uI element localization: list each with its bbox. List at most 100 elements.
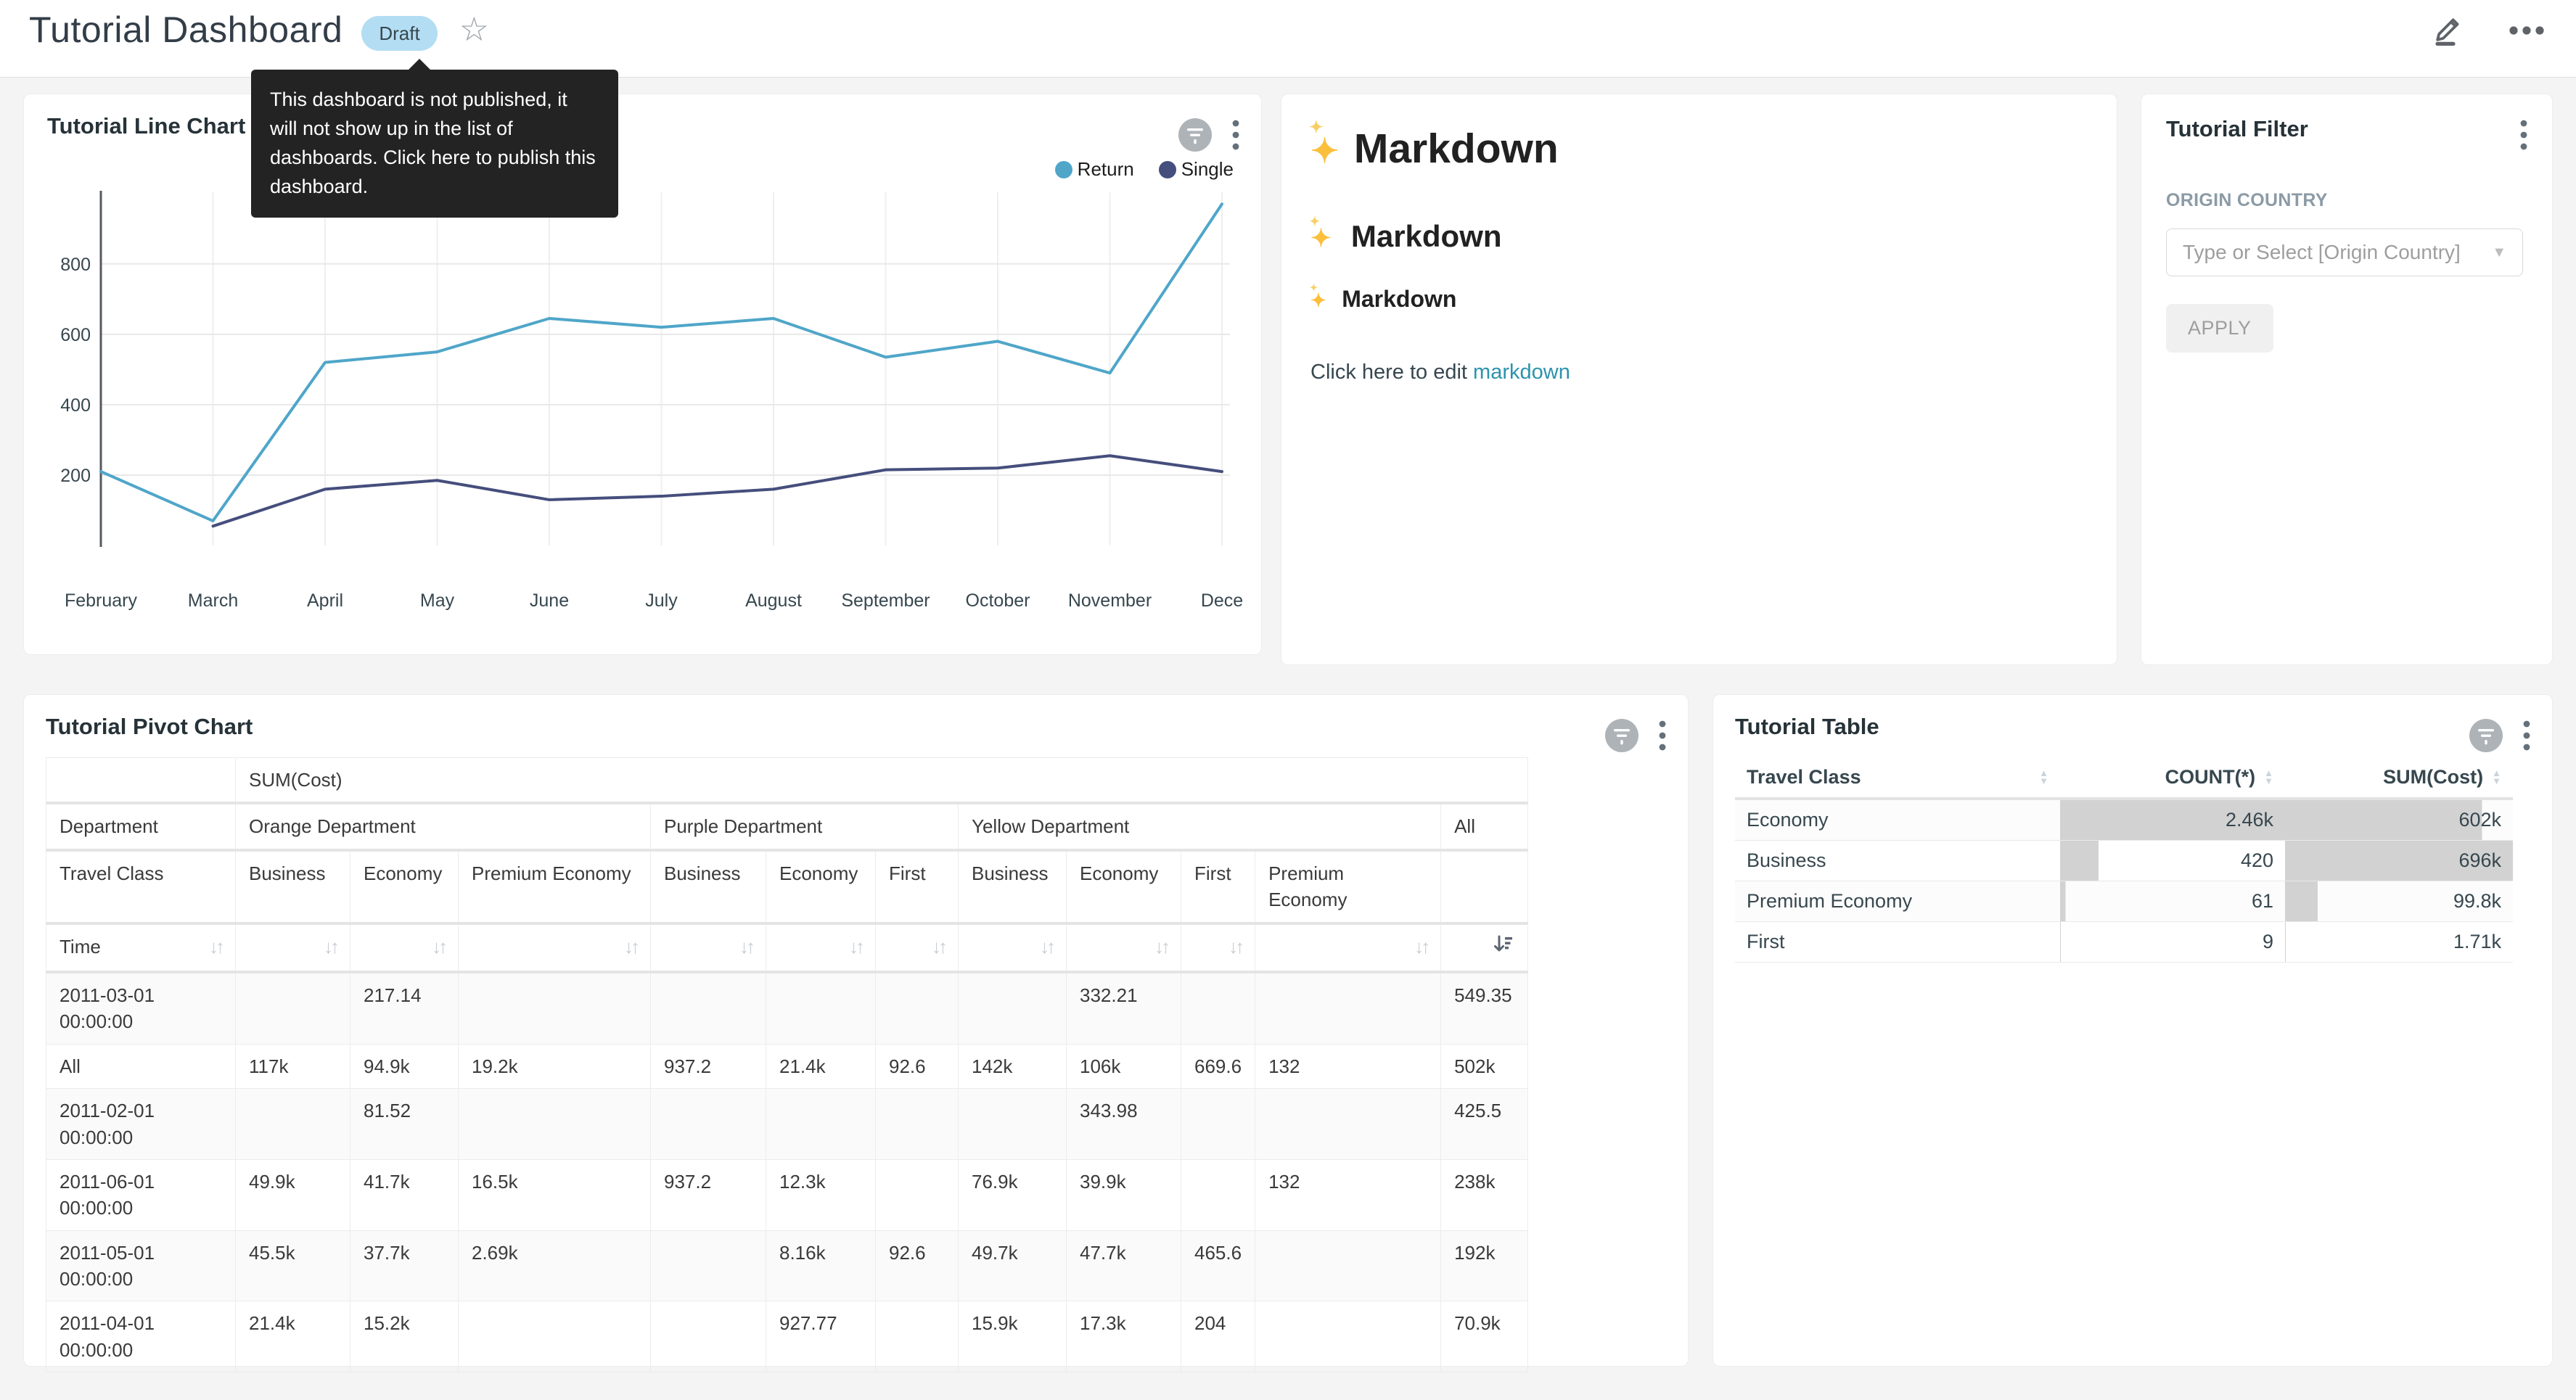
sort-carets-icon[interactable]: ▲▼ (2039, 770, 2048, 785)
pivot-time-header: Time↓↑ (46, 923, 236, 972)
pivot-class-header: First (1181, 850, 1255, 923)
pivot-cell (459, 1089, 651, 1160)
pivot-row: 2011-02-01 00:00:0081.52343.98425.5 (46, 1089, 1528, 1160)
markdown-h2: Markdown (1310, 219, 2088, 254)
svg-text:August: August (745, 590, 802, 611)
pivot-cell: 92.6 (876, 1044, 959, 1088)
svg-text:September: September (841, 590, 930, 611)
sort-carets-icon[interactable]: ▲▼ (2492, 770, 2501, 785)
pivot-sort-cell: ↓↑ (959, 923, 1067, 972)
sort-icon[interactable]: ↓↑ (324, 936, 337, 958)
more-menu-icon[interactable] (2506, 13, 2547, 48)
pivot-row: All117k94.9k19.2k937.221.4k92.6142k106k6… (46, 1044, 1528, 1088)
page-title: Tutorial Dashboard (29, 9, 342, 51)
chart-kebab-menu-icon[interactable] (2523, 718, 2530, 753)
pivot-cell: 238k (1441, 1159, 1528, 1230)
pivot-cell: 45.5k (236, 1230, 350, 1301)
pivot-cell (459, 1301, 651, 1372)
sort-icon[interactable]: ↓↑ (1040, 936, 1053, 958)
pivot-row-label: 2011-05-01 00:00:00 (46, 1230, 236, 1301)
pivot-cell (1181, 972, 1255, 1044)
line-chart-plot: 200400600800FebruaryMarchAprilMayJuneJul… (24, 94, 1261, 654)
pivot-class-header: Business (236, 850, 350, 923)
table-row: First91.71k (1735, 922, 2513, 963)
pivot-group-header: Yellow Department (959, 803, 1441, 849)
filter-indicator-icon[interactable] (2469, 719, 2503, 752)
sort-icon[interactable]: ↓↑ (432, 936, 445, 958)
table-column-header[interactable]: COUNT(*)▲▼ (2060, 757, 2285, 799)
pivot-sort-cell: ↓↑ (236, 923, 350, 972)
header-actions (2432, 13, 2547, 48)
filter-kebab-menu-icon[interactable] (2520, 118, 2527, 152)
sort-icon[interactable]: ↓↑ (1414, 936, 1427, 958)
publish-tooltip-text: This dashboard is not published, it will… (270, 88, 596, 197)
sort-icon[interactable]: ↓↑ (1154, 936, 1168, 958)
pivot-cell: 17.3k (1067, 1301, 1181, 1372)
sort-icon[interactable]: ↓↑ (849, 936, 862, 958)
tutorial-table: Travel Class▲▼COUNT(*)▲▼SUM(Cost)▲▼ Econo… (1735, 757, 2513, 963)
pivot-cell: 94.9k (350, 1044, 459, 1088)
favorite-star-icon[interactable]: ☆ (459, 9, 489, 49)
pivot-class-header: Economy (766, 850, 876, 923)
pivot-row-label: 2011-04-01 00:00:00 (46, 1301, 236, 1372)
svg-text:800: 800 (60, 255, 91, 275)
svg-text:July: July (645, 590, 678, 611)
cell-travel-class: First (1735, 922, 2060, 963)
origin-country-select[interactable]: Type or Select [Origin Country] ▼ (2166, 228, 2523, 276)
svg-text:April: April (307, 590, 343, 611)
pivot-cell (1255, 1230, 1441, 1301)
pivot-cell: 19.2k (459, 1044, 651, 1088)
markdown-edit-link[interactable]: markdown (1473, 361, 1570, 384)
svg-text:May: May (420, 590, 455, 611)
pivot-group-header: Purple Department (651, 803, 959, 849)
sort-icon[interactable]: ↓↑ (932, 936, 945, 958)
sort-icon[interactable]: ↓↑ (1228, 936, 1242, 958)
pivot-row-label: All (46, 1044, 236, 1088)
pivot-cell: 465.6 (1181, 1230, 1255, 1301)
cell-travel-class: Economy (1735, 799, 2060, 841)
pivot-sort-cell: ↓↑ (766, 923, 876, 972)
chart-kebab-menu-icon[interactable] (1659, 718, 1666, 753)
pivot-cell (651, 1230, 766, 1301)
sparkles-icon (1310, 286, 1335, 313)
pivot-cell: 16.5k (459, 1159, 651, 1230)
svg-text:200: 200 (60, 466, 91, 486)
pivot-row-dimension-label: Department (46, 803, 236, 849)
table-card: Tutorial Table Travel Class▲▼COUNT(*)▲▼S… (1712, 694, 2553, 1367)
pivot-cell (959, 972, 1067, 1044)
sort-icon[interactable]: ↓↑ (739, 936, 752, 958)
apply-button[interactable]: APPLY (2166, 304, 2273, 353)
pivot-row-label: 2011-06-01 00:00:00 (46, 1159, 236, 1230)
pivot-metric-header: SUM(Cost) (236, 758, 1528, 804)
pivot-row-label: 2011-02-01 00:00:00 (46, 1089, 236, 1160)
pivot-cell (1255, 1301, 1441, 1372)
pivot-cell: 21.4k (236, 1301, 350, 1372)
pivot-group-header: All (1441, 803, 1528, 849)
sparkles-icon (1310, 125, 1354, 173)
pivot-cell (651, 1089, 766, 1160)
table-column-header[interactable]: SUM(Cost)▲▼ (2285, 757, 2513, 799)
markdown-h1: Markdown (1310, 125, 2088, 173)
pivot-col-dimension-label: Travel Class (46, 850, 236, 923)
pivot-cell: 132 (1255, 1044, 1441, 1088)
pivot-cell: 39.9k (1067, 1159, 1181, 1230)
status-badge[interactable]: Draft (361, 16, 437, 51)
pivot-sort-cell (1441, 923, 1528, 972)
edit-dashboard-icon[interactable] (2432, 13, 2467, 48)
sort-carets-icon[interactable]: ▲▼ (2264, 770, 2273, 785)
sort-icon[interactable]: ↓↑ (209, 934, 222, 960)
pivot-cell: 937.2 (651, 1044, 766, 1088)
cell-sum-cost: 99.8k (2285, 881, 2513, 922)
sort-icon[interactable]: ↓↑ (624, 936, 637, 958)
pivot-cell: 132 (1255, 1159, 1441, 1230)
markdown-card[interactable]: Markdown Markdown Markdown Click here to… (1281, 94, 2117, 665)
filter-indicator-icon[interactable] (1605, 719, 1638, 752)
cell-count: 420 (2060, 841, 2285, 881)
sort-descending-icon[interactable] (1493, 934, 1514, 955)
table-row: Premium Economy6199.8k (1735, 881, 2513, 922)
table-column-header[interactable]: Travel Class▲▼ (1735, 757, 2060, 799)
pivot-cell: 15.2k (350, 1301, 459, 1372)
pivot-class-header: First (876, 850, 959, 923)
pivot-cell (766, 1089, 876, 1160)
cell-sum-cost: 696k (2285, 841, 2513, 881)
